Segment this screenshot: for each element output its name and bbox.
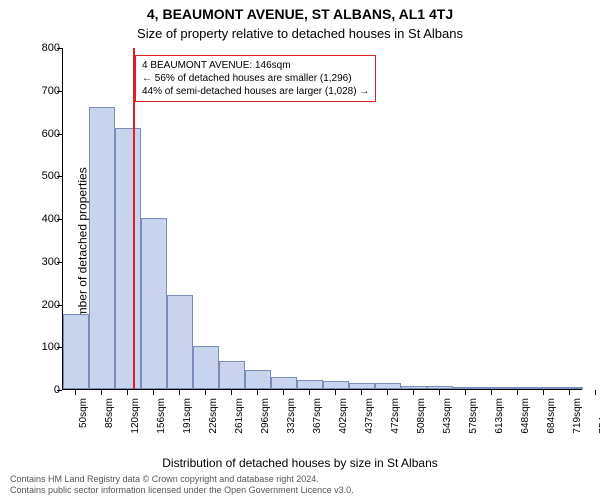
histogram-bar bbox=[167, 295, 193, 389]
y-tick-mark bbox=[57, 347, 62, 348]
y-tick-mark bbox=[57, 91, 62, 92]
x-tick-label: 367sqm bbox=[312, 398, 323, 434]
histogram-bar bbox=[141, 218, 167, 389]
x-tick-group: 50sqm 85sqm 120sqm 156sqm 191sqm 226sqm 261sqm… bbox=[62, 390, 582, 450]
y-tick-group: 0100200300400500600700800 bbox=[0, 48, 62, 390]
x-axis-label: Distribution of detached houses by size … bbox=[0, 456, 600, 470]
histogram-bar bbox=[323, 381, 349, 389]
x-tick-label: 472sqm bbox=[390, 398, 401, 434]
annotation-box: 4 BEAUMONT AVENUE: 146sqm ← 56% of detac… bbox=[135, 55, 376, 102]
annotation-line-1: 4 BEAUMONT AVENUE: 146sqm bbox=[142, 59, 369, 72]
footer-credits: Contains HM Land Registry data © Crown c… bbox=[10, 474, 590, 496]
x-tick-mark bbox=[75, 390, 76, 395]
y-tick-mark bbox=[57, 390, 62, 391]
x-tick-label: 543sqm bbox=[442, 398, 453, 434]
x-tick-label: 191sqm bbox=[182, 398, 193, 434]
histogram-bar bbox=[271, 377, 297, 389]
x-tick-mark bbox=[465, 390, 466, 395]
histogram-bar bbox=[193, 346, 219, 389]
histogram-bar bbox=[531, 387, 557, 389]
histogram-bar bbox=[479, 387, 505, 389]
x-tick-mark bbox=[361, 390, 362, 395]
x-tick-mark bbox=[179, 390, 180, 395]
x-tick-mark bbox=[543, 390, 544, 395]
x-tick-mark bbox=[413, 390, 414, 395]
x-tick-label: 261sqm bbox=[234, 398, 245, 434]
x-tick-mark bbox=[491, 390, 492, 395]
y-tick-mark bbox=[57, 48, 62, 49]
histogram-bar bbox=[297, 380, 323, 389]
x-tick-label: 156sqm bbox=[156, 398, 167, 434]
histogram-bar bbox=[89, 107, 115, 389]
x-tick-mark bbox=[387, 390, 388, 395]
x-tick-mark bbox=[153, 390, 154, 395]
chart-container: 4, BEAUMONT AVENUE, ST ALBANS, AL1 4TJ S… bbox=[0, 0, 600, 500]
x-tick-mark bbox=[439, 390, 440, 395]
histogram-bar bbox=[453, 387, 479, 389]
x-tick-label: 613sqm bbox=[494, 398, 505, 434]
x-tick-label: 402sqm bbox=[338, 398, 349, 434]
footer-line-2: Contains public sector information licen… bbox=[10, 485, 590, 496]
x-tick-mark bbox=[517, 390, 518, 395]
histogram-bar bbox=[375, 383, 401, 389]
x-tick-mark bbox=[101, 390, 102, 395]
x-tick-label: 437sqm bbox=[364, 398, 375, 434]
x-tick-label: 226sqm bbox=[208, 398, 219, 434]
histogram-bar bbox=[349, 383, 375, 389]
x-tick-mark bbox=[257, 390, 258, 395]
x-tick-mark bbox=[595, 390, 596, 395]
annotation-line-2: ← 56% of detached houses are smaller (1,… bbox=[142, 72, 369, 85]
x-tick-mark bbox=[205, 390, 206, 395]
x-tick-label: 120sqm bbox=[130, 398, 141, 434]
x-tick-label: 684sqm bbox=[546, 398, 557, 434]
histogram-bar bbox=[401, 386, 427, 389]
histogram-bar bbox=[115, 128, 141, 389]
x-tick-label: 50sqm bbox=[78, 398, 89, 428]
y-tick-mark bbox=[57, 219, 62, 220]
x-tick-mark bbox=[335, 390, 336, 395]
y-tick-mark bbox=[57, 262, 62, 263]
annotation-line-3: 44% of semi-detached houses are larger (… bbox=[142, 85, 369, 98]
histogram-bar bbox=[505, 387, 531, 389]
x-tick-label: 296sqm bbox=[260, 398, 271, 434]
x-tick-label: 508sqm bbox=[416, 398, 427, 434]
chart-title: 4, BEAUMONT AVENUE, ST ALBANS, AL1 4TJ bbox=[0, 6, 600, 22]
histogram-bar bbox=[219, 361, 245, 389]
y-tick-mark bbox=[57, 134, 62, 135]
x-tick-label: 332sqm bbox=[286, 398, 297, 434]
x-tick-mark bbox=[569, 390, 570, 395]
x-tick-mark bbox=[283, 390, 284, 395]
footer-line-1: Contains HM Land Registry data © Crown c… bbox=[10, 474, 590, 485]
x-tick-label: 648sqm bbox=[520, 398, 531, 434]
x-tick-mark bbox=[309, 390, 310, 395]
chart-subtitle: Size of property relative to detached ho… bbox=[0, 26, 600, 41]
histogram-bar bbox=[63, 314, 89, 389]
y-tick-mark bbox=[57, 176, 62, 177]
x-tick-mark bbox=[127, 390, 128, 395]
x-tick-label: 578sqm bbox=[468, 398, 479, 434]
x-tick-label: 85sqm bbox=[104, 398, 115, 428]
x-tick-label: 719sqm bbox=[572, 398, 583, 434]
y-tick-mark bbox=[57, 305, 62, 306]
x-tick-mark bbox=[231, 390, 232, 395]
histogram-bar bbox=[245, 370, 271, 389]
histogram-bar bbox=[427, 386, 453, 389]
histogram-bar bbox=[557, 387, 583, 389]
